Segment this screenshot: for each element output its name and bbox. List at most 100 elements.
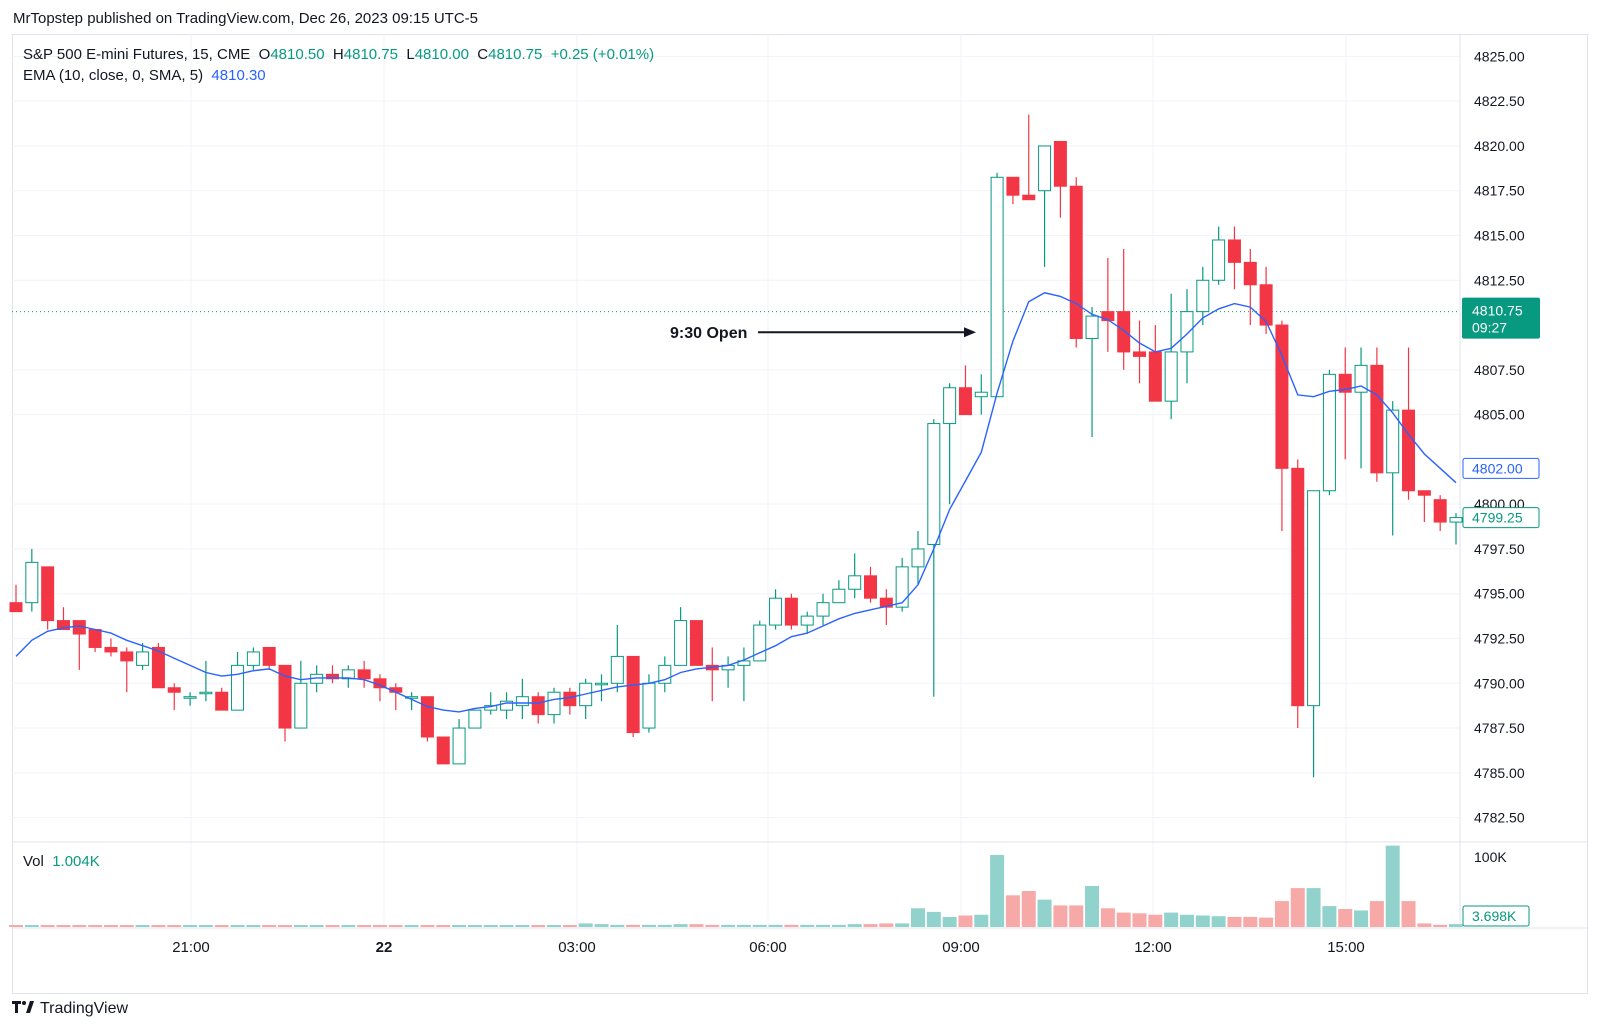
- candle-body: [1117, 311, 1131, 353]
- volume-bar: [958, 915, 973, 927]
- volume-bar: [388, 925, 403, 927]
- volume-bar: [816, 924, 831, 927]
- volume-bar: [1211, 916, 1226, 927]
- volume-bar: [1037, 899, 1052, 927]
- close-label: C: [477, 46, 489, 63]
- price-badge: [1462, 457, 1540, 479]
- volume-bar: [40, 925, 55, 927]
- annotation-label: 9:30 Open: [670, 325, 747, 342]
- volume-bar: [1005, 895, 1020, 927]
- volume-bar: [721, 924, 736, 927]
- candle-body: [927, 423, 941, 545]
- volume-bar: [214, 925, 229, 927]
- y-tick-label: 4822.50: [1474, 93, 1525, 109]
- candle-body: [199, 691, 213, 695]
- volume-bar: [452, 925, 467, 927]
- candle-body: [500, 700, 514, 711]
- volume-bar: [72, 925, 87, 927]
- candle-body: [958, 387, 972, 416]
- volume-bar: [990, 855, 1005, 927]
- volume-bar: [183, 925, 198, 927]
- candle-body: [357, 669, 371, 680]
- tradingview-logo-text: TradingView: [40, 1000, 129, 1017]
- volume-label[interactable]: Vol: [23, 853, 44, 870]
- candle-body: [1006, 176, 1020, 196]
- y-tick-label: 4815.00: [1474, 228, 1525, 244]
- annotation-arrow-head: [964, 327, 976, 338]
- y-tick-label: 4787.50: [1474, 720, 1525, 736]
- volume-bar: [1274, 901, 1289, 927]
- tradingview-logo-icon: [12, 1000, 34, 1018]
- price-badge: [1462, 507, 1540, 529]
- volume-bar: [895, 923, 910, 927]
- candle-body: [1212, 239, 1226, 281]
- low-label: L: [406, 46, 415, 63]
- volume-bar: [863, 924, 878, 927]
- candle-body: [594, 682, 608, 686]
- volume-bar: [372, 925, 387, 927]
- volume-bar: [641, 924, 656, 927]
- candle-body: [895, 566, 909, 608]
- candle-body: [547, 691, 561, 716]
- low-value: 4810.00: [414, 46, 469, 63]
- volume-bar: [1338, 909, 1353, 927]
- candle-body: [1322, 373, 1336, 492]
- volume-bar: [1164, 912, 1179, 927]
- candle-body: [1227, 239, 1241, 263]
- volume-bar: [1417, 923, 1432, 927]
- volume-bar: [594, 924, 609, 927]
- volume-bar: [657, 924, 672, 927]
- candle-body: [1243, 261, 1257, 286]
- volume-bar: [119, 925, 134, 927]
- volume-bar: [1021, 891, 1036, 927]
- y-tick-label: 4817.50: [1474, 183, 1525, 199]
- x-tick-label: 09:00: [942, 939, 980, 956]
- volume-bar: [420, 925, 435, 927]
- candle-body: [800, 615, 814, 626]
- candle-body: [88, 629, 102, 648]
- candle-body: [642, 682, 656, 729]
- x-tick-label: 22: [376, 939, 393, 956]
- high-label: H: [332, 46, 344, 63]
- volume-bar: [768, 924, 783, 927]
- volume-bar: [230, 925, 245, 927]
- candle-body: [278, 664, 292, 729]
- tradingview-logo[interactable]: TradingView: [12, 1000, 128, 1018]
- candle-body: [864, 575, 878, 599]
- candle-body: [325, 673, 339, 680]
- candle-body: [262, 646, 276, 666]
- candle-body: [25, 561, 39, 604]
- close-value: 4810.75: [488, 46, 543, 63]
- volume-bar: [1100, 908, 1115, 927]
- volume-bar: [499, 925, 514, 927]
- change-value: +0.25 (+0.01%): [550, 46, 655, 63]
- volume-bar: [1053, 905, 1068, 927]
- candle-body: [1386, 409, 1400, 474]
- volume-bar: [88, 925, 103, 927]
- volume-bar: [467, 925, 482, 927]
- candle-body: [9, 602, 23, 613]
- open-label: O: [258, 46, 271, 63]
- volume-bar: [1306, 888, 1321, 927]
- candle-body: [943, 387, 957, 425]
- candle-body: [563, 691, 577, 707]
- candle-body: [420, 696, 434, 738]
- candle-body: [1402, 409, 1416, 492]
- volume-bar: [262, 925, 277, 927]
- volume-bar: [562, 925, 577, 927]
- candle-body: [990, 176, 1004, 398]
- volume-bar: [436, 925, 451, 927]
- candle-body: [848, 575, 862, 590]
- ema-label[interactable]: EMA (10, close, 0, SMA, 5): [23, 67, 204, 84]
- candle-body: [974, 391, 988, 398]
- candle-body: [1449, 517, 1463, 523]
- x-tick-label: 12:00: [1134, 939, 1172, 956]
- candle-body: [832, 588, 846, 604]
- volume-bar: [1449, 924, 1463, 927]
- volume-bar: [1354, 910, 1369, 927]
- volume-bar: [278, 925, 293, 927]
- volume-bar: [610, 924, 625, 927]
- symbol-title[interactable]: S&P 500 E-mini Futures, 15, CME: [23, 46, 251, 63]
- candle-body: [674, 620, 688, 666]
